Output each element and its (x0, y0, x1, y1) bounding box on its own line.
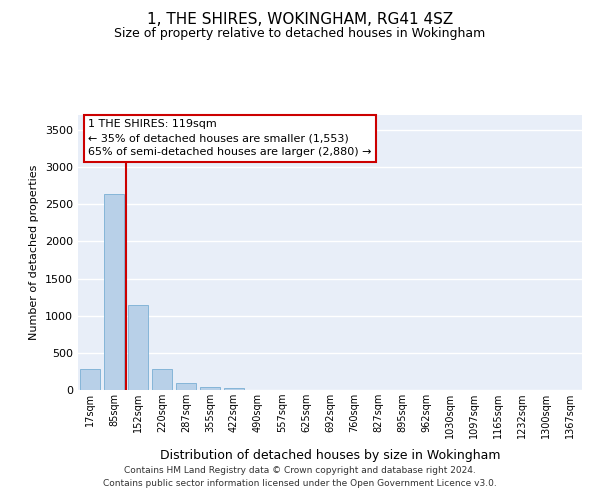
Text: Size of property relative to detached houses in Wokingham: Size of property relative to detached ho… (115, 28, 485, 40)
X-axis label: Distribution of detached houses by size in Wokingham: Distribution of detached houses by size … (160, 450, 500, 462)
Bar (80, 369, 100, 390)
Bar (104, 194, 124, 390)
Bar (224, 388, 244, 390)
Text: Contains HM Land Registry data © Crown copyright and database right 2024.
Contai: Contains HM Land Registry data © Crown c… (103, 466, 497, 487)
Bar (176, 384, 196, 390)
Text: 1, THE SHIRES, WOKINGHAM, RG41 4SZ: 1, THE SHIRES, WOKINGHAM, RG41 4SZ (147, 12, 453, 28)
Bar (128, 306, 148, 390)
Text: 1 THE SHIRES: 119sqm
← 35% of detached houses are smaller (1,553)
65% of semi-de: 1 THE SHIRES: 119sqm ← 35% of detached h… (88, 119, 371, 157)
Bar (152, 369, 172, 390)
Bar (200, 386, 220, 390)
Y-axis label: Number of detached properties: Number of detached properties (29, 165, 40, 340)
